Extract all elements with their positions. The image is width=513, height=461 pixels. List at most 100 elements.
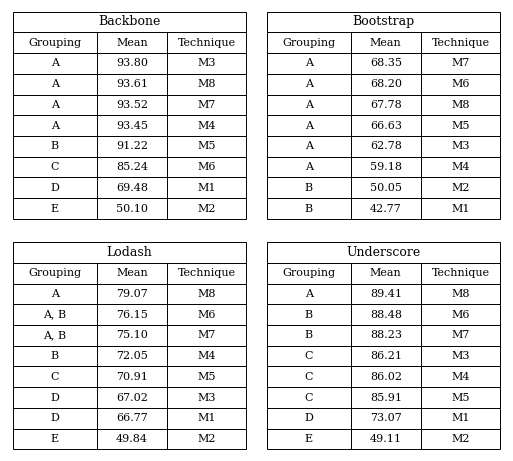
Bar (167, 115, 246, 136)
Text: B: B (305, 204, 313, 213)
Bar (167, 325, 246, 346)
Text: 72.05: 72.05 (116, 351, 148, 361)
Text: Lodash: Lodash (107, 246, 152, 259)
Bar (421, 136, 500, 157)
Text: M4: M4 (198, 121, 216, 130)
Bar (267, 263, 351, 284)
Bar (13, 115, 97, 136)
Text: B: B (305, 331, 313, 340)
Text: A: A (51, 289, 59, 299)
Bar (13, 74, 97, 95)
Text: 93.45: 93.45 (116, 121, 148, 130)
Bar (13, 284, 97, 304)
Bar (421, 177, 500, 198)
Bar (267, 115, 351, 136)
Bar (97, 263, 167, 284)
Bar (421, 198, 500, 219)
Bar (97, 198, 167, 219)
Text: M1: M1 (451, 204, 470, 213)
Bar (167, 263, 246, 284)
Bar (13, 408, 97, 429)
Bar (167, 32, 246, 53)
Text: M8: M8 (451, 289, 470, 299)
Text: 59.18: 59.18 (370, 162, 402, 172)
Bar (13, 387, 97, 408)
Text: M3: M3 (198, 59, 216, 68)
Bar (167, 157, 246, 177)
Text: A: A (305, 59, 313, 68)
Text: Technique: Technique (177, 38, 235, 47)
Text: Technique: Technique (431, 268, 489, 278)
Bar (421, 304, 500, 325)
Bar (97, 95, 167, 115)
Bar (421, 157, 500, 177)
Text: 68.20: 68.20 (370, 79, 402, 89)
Bar (267, 366, 351, 387)
Bar (267, 408, 351, 429)
Bar (351, 346, 421, 366)
Text: 88.23: 88.23 (370, 331, 402, 340)
Text: Backbone: Backbone (98, 15, 161, 29)
Text: 75.10: 75.10 (116, 331, 148, 340)
Bar (167, 74, 246, 95)
Bar (97, 136, 167, 157)
Bar (351, 387, 421, 408)
Bar (167, 284, 246, 304)
Bar (267, 284, 351, 304)
Bar (13, 346, 97, 366)
Text: M5: M5 (451, 121, 470, 130)
Text: Mean: Mean (116, 38, 148, 47)
Bar (351, 198, 421, 219)
Text: E: E (51, 204, 59, 213)
Bar (167, 95, 246, 115)
Text: 73.07: 73.07 (370, 414, 402, 423)
Bar (351, 95, 421, 115)
Bar (97, 32, 167, 53)
Text: C: C (51, 372, 59, 382)
Bar (167, 198, 246, 219)
Text: M7: M7 (198, 331, 216, 340)
Text: M6: M6 (198, 310, 216, 319)
Text: A, B: A, B (43, 310, 66, 319)
Text: M1: M1 (451, 414, 470, 423)
Text: M8: M8 (451, 100, 470, 110)
Text: M5: M5 (198, 142, 216, 151)
Text: A: A (51, 79, 59, 89)
Bar (167, 408, 246, 429)
Text: M7: M7 (451, 59, 470, 68)
Bar (351, 325, 421, 346)
Text: B: B (51, 351, 59, 361)
Text: Technique: Technique (177, 268, 235, 278)
Bar (351, 284, 421, 304)
Bar (351, 366, 421, 387)
Bar (167, 177, 246, 198)
Bar (421, 263, 500, 284)
Bar (167, 346, 246, 366)
Text: 70.91: 70.91 (116, 372, 148, 382)
Bar (351, 263, 421, 284)
Bar (351, 157, 421, 177)
Text: Bootstrap: Bootstrap (352, 15, 415, 29)
Bar (421, 429, 500, 449)
Bar (421, 366, 500, 387)
Bar (421, 408, 500, 429)
Bar (167, 304, 246, 325)
Bar (97, 177, 167, 198)
Text: M5: M5 (198, 372, 216, 382)
Text: 93.61: 93.61 (116, 79, 148, 89)
Text: Mean: Mean (370, 38, 402, 47)
Bar (13, 95, 97, 115)
Text: A: A (305, 79, 313, 89)
Text: 50.10: 50.10 (116, 204, 148, 213)
Bar (351, 32, 421, 53)
Bar (267, 74, 351, 95)
Text: A, B: A, B (43, 331, 66, 340)
Text: M8: M8 (198, 79, 216, 89)
Text: M7: M7 (451, 331, 470, 340)
Bar (267, 242, 500, 263)
Bar (267, 32, 351, 53)
Bar (97, 157, 167, 177)
Bar (97, 325, 167, 346)
Text: 69.48: 69.48 (116, 183, 148, 193)
Bar (97, 304, 167, 325)
